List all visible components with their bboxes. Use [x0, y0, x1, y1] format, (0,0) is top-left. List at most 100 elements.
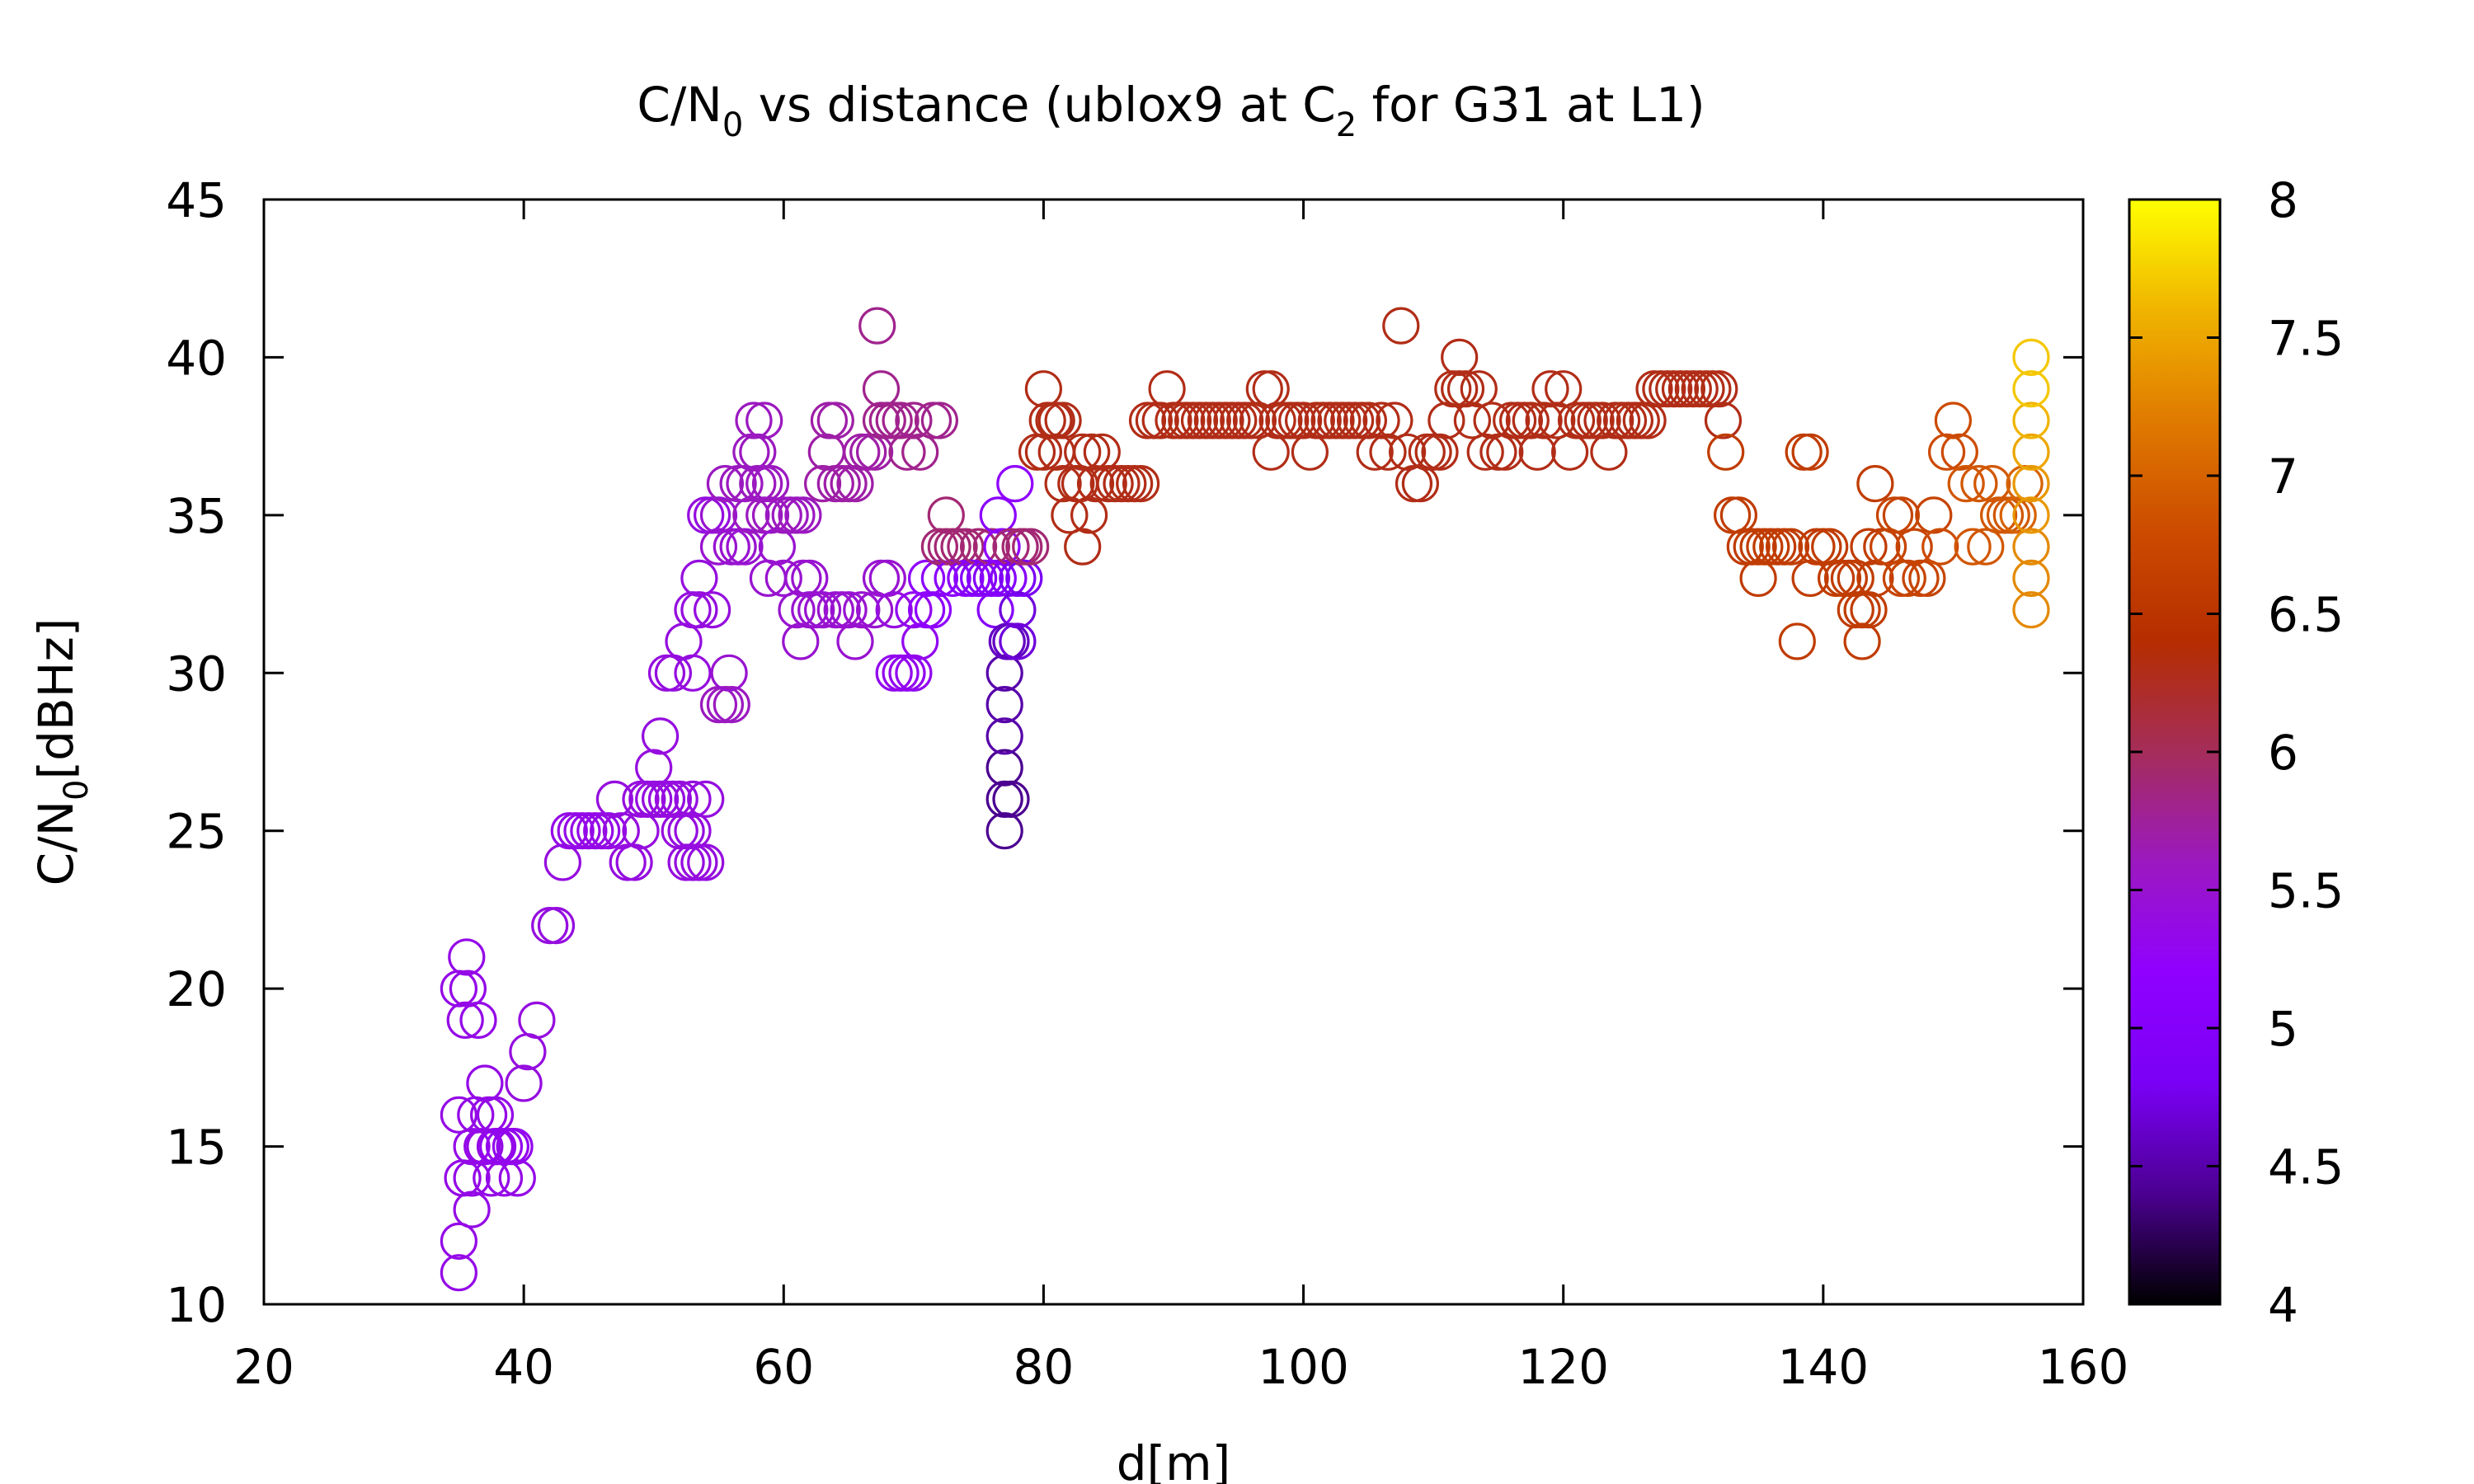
data-point [1811, 528, 1849, 566]
data-point [816, 402, 854, 439]
data-point [1349, 402, 1388, 439]
data-point [985, 717, 1023, 755]
data-point [1973, 464, 2011, 503]
data-point [1960, 464, 1998, 503]
data-point [453, 1127, 491, 1166]
data-point [920, 402, 959, 439]
data-point [784, 496, 822, 534]
data-point [1888, 559, 1926, 598]
data-point [726, 528, 764, 566]
data-point [699, 528, 738, 566]
data-point [2012, 402, 2050, 439]
data-point [1856, 464, 1894, 503]
data-point [713, 685, 750, 724]
data-point [453, 1190, 491, 1228]
data-point [1070, 496, 1108, 534]
data-point [934, 559, 971, 598]
data-point [595, 780, 634, 819]
data-point [1791, 559, 1829, 598]
data-point [778, 591, 816, 629]
data-point [1928, 433, 1966, 471]
data-point [843, 591, 881, 629]
data-point [2012, 370, 2050, 408]
colorbar-tick-label: 4.5 [2268, 1139, 2344, 1195]
data-point [674, 812, 712, 850]
data-point [440, 1254, 478, 1292]
data-point [693, 591, 731, 629]
data-point [2012, 464, 2050, 503]
data-point [979, 559, 1017, 598]
data-point [2012, 528, 2050, 566]
data-point [1252, 433, 1290, 471]
x-axis: 20 40 60 80 100 120 140 160 [233, 200, 2128, 1395]
data-point [732, 496, 770, 534]
plot-area-frame [262, 198, 2085, 1306]
data-point [2012, 433, 2050, 471]
colorbar-tick-label: 4 [2268, 1277, 2298, 1333]
data-point [751, 496, 790, 534]
data-point [999, 622, 1037, 660]
data-point [901, 622, 939, 660]
y-tick-label: 15 [166, 1120, 227, 1176]
data-point [1486, 433, 1524, 471]
data-point [726, 464, 764, 503]
data-point [1388, 433, 1427, 471]
data-point [862, 370, 901, 408]
data-point [1083, 433, 1121, 471]
data-point [2012, 496, 2050, 534]
data-point [996, 464, 1034, 503]
data-point [985, 749, 1023, 787]
data-point [1719, 496, 1757, 534]
data-point [615, 843, 653, 881]
colorbar-tick-label: 8 [2268, 172, 2298, 228]
data-point [1531, 370, 1569, 408]
data-point [1362, 402, 1400, 439]
data-point [1291, 433, 1329, 471]
data-point [1421, 433, 1459, 471]
colorbar-axis: 4 4.5 5 5.5 6 6.5 7 7.5 8 [2129, 172, 2344, 1333]
data-point [1376, 402, 1413, 439]
data-point [1369, 433, 1407, 471]
data-point [589, 812, 628, 850]
data-point [1778, 622, 1816, 660]
data-point [1122, 464, 1160, 503]
data-point [1940, 433, 1978, 471]
data-point [710, 654, 748, 692]
data-point [446, 1001, 484, 1040]
data-point [496, 1127, 534, 1166]
data-point [1401, 464, 1440, 503]
data-point [1590, 433, 1628, 471]
data-point [920, 559, 959, 598]
x-tick-label: 120 [1517, 1339, 1609, 1395]
data-point [985, 685, 1023, 724]
data-point [1453, 402, 1492, 439]
data-point [1525, 402, 1563, 439]
data-point [687, 780, 725, 819]
data-point [1895, 528, 1933, 566]
data-point [1934, 402, 1972, 439]
colorbar [2128, 198, 2222, 1306]
data-point [1538, 402, 1576, 439]
data-point [1629, 402, 1667, 439]
data-point [537, 906, 576, 945]
data-point [992, 528, 1030, 566]
data-point [1882, 496, 1920, 534]
data-point [803, 464, 842, 503]
data-point [1999, 496, 2037, 534]
x-tick-label: 80 [1014, 1339, 1075, 1395]
colorbar-tick-label: 6.5 [2268, 587, 2344, 643]
data-point [751, 464, 790, 503]
data-point [1704, 402, 1743, 439]
data-point [1356, 433, 1394, 471]
data-point [1252, 370, 1290, 408]
data-point [687, 843, 725, 881]
data-point [1583, 402, 1621, 439]
data-point [1044, 402, 1082, 439]
data-point [1512, 402, 1550, 439]
data-point [855, 591, 894, 629]
data-point [622, 812, 660, 850]
data-point [858, 307, 896, 345]
data-point [882, 402, 920, 439]
data-point [901, 433, 939, 471]
data-point [602, 812, 640, 850]
